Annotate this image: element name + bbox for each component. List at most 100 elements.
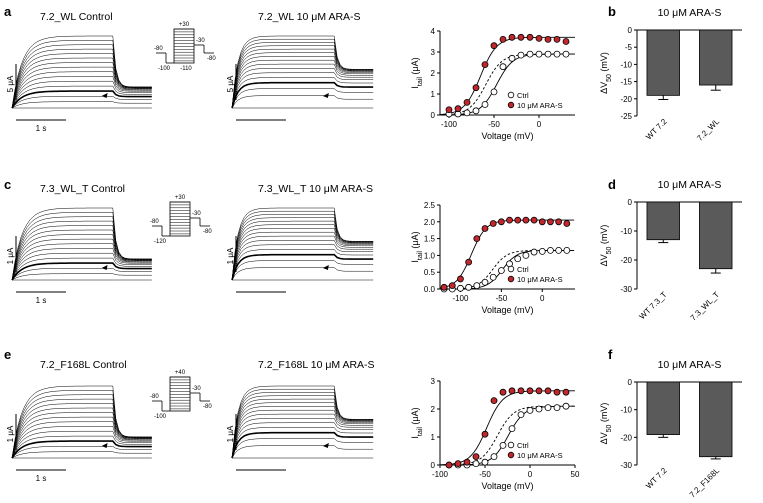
ctrl-point [499, 441, 507, 449]
legend-marker-ara-s [507, 275, 515, 283]
vertical-scale-label: 5 μA [226, 75, 235, 92]
y-tick-label: 0 [431, 461, 436, 470]
bar [646, 201, 680, 241]
y-tick-label: 4 [431, 27, 436, 36]
ctrl-point [463, 109, 471, 117]
ara-s-point [508, 387, 516, 395]
x-category-label: 7.3_WL_T [689, 290, 722, 323]
ctrl-point [517, 411, 525, 419]
current-trace [231, 235, 374, 281]
ctrl-point [530, 248, 538, 256]
y-tick-label: -25 [620, 112, 632, 121]
vertical-scale-label: 1 μA [6, 247, 15, 264]
ctrl-point [497, 267, 505, 274]
x-axis-label: Voltage (mV) [481, 481, 533, 491]
current-trace [11, 435, 152, 459]
chart-title: 10 μM ARA-S [658, 359, 722, 371]
arrowhead-icon [101, 443, 108, 448]
current-trace [231, 427, 374, 459]
current-traces-control-2: 1 μA 1 s [6, 207, 152, 305]
x-category-label: WT 7.2 [644, 466, 669, 491]
current-trace [11, 66, 152, 109]
y-tick-label: 3 [431, 377, 436, 386]
y-tick-label: -10 [620, 406, 632, 415]
x-category-label: 7.2_F168L [688, 466, 722, 500]
ctrl-point [526, 406, 534, 414]
ara-s-point [506, 216, 513, 224]
arrowhead-icon [322, 265, 329, 270]
current-trace [231, 267, 374, 281]
panel-label-e: e [4, 347, 11, 362]
voltage-protocol-1: +30 -80 -30 -80 -100 -110 [154, 22, 216, 72]
protocol-label: -100 [158, 66, 171, 72]
current-trace [11, 96, 152, 109]
ara-s-point [562, 38, 570, 45]
current-traces-control-3: 1 μA 1 s [6, 385, 152, 483]
treated-title-3: 7.2_F168L 10 μM ARA-S [258, 359, 375, 371]
ara-s-point [563, 220, 571, 227]
bar [699, 381, 733, 458]
current-trace [231, 260, 374, 281]
y-tick-label: -30 [620, 461, 632, 470]
fit-curve-scaled-ctrl [439, 53, 575, 116]
ara-s-point [555, 218, 563, 226]
y-axis-label: Itail (μA) [410, 407, 424, 438]
vertical-scale-label: 1 μA [226, 425, 235, 442]
bar [699, 201, 733, 270]
x-tick-label: 0 [528, 470, 533, 479]
ctrl-point [535, 405, 543, 413]
ctrl-point [489, 273, 497, 281]
tail-current-chart-1: 0 1 2 3 4 -100 -50 0 Voltage (mV) Itail (μA) Ctrl1… [410, 27, 575, 141]
y-tick-label: -15 [620, 78, 632, 87]
y-axis-label: Itail (μA) [410, 231, 424, 262]
current-trace [231, 217, 374, 281]
control-title-1: 7.2_WL Control [40, 11, 113, 23]
control-title-3: 7.2_F168L Control [40, 359, 127, 371]
ctrl-point [553, 50, 561, 58]
tail-current-chart-3: 0 1 2 3 -100 -50 0 50 Voltage (mV) Itail (μA) Ctrl… [410, 377, 580, 491]
delta-v50-bar-chart-2: 10 μM ARA-S 0 -10 -20 -30 ΔV50 (mV) WT 7.3_T 7.… [599, 179, 742, 323]
legend-label-ara-s: 10 μM ARA-S [517, 101, 563, 110]
current-trace [231, 52, 374, 109]
horizontal-scale-label: 1 s [36, 474, 47, 483]
ara-s-point [553, 388, 561, 396]
current-trace [11, 440, 152, 459]
ara-s-point [522, 216, 530, 224]
protocol-label: -100 [154, 414, 167, 420]
current-trace [231, 402, 374, 459]
current-trace [11, 252, 152, 281]
ara-s-point [472, 84, 480, 92]
y-tick-label: -30 [620, 285, 632, 294]
protocol-label: -80 [203, 229, 212, 235]
current-trace [11, 257, 152, 281]
current-trace [231, 38, 374, 109]
current-trace [11, 268, 152, 281]
treated-title-1: 7.2_WL 10 μM ARA-S [258, 11, 361, 23]
ara-s-point [457, 275, 464, 283]
current-trace [11, 273, 152, 281]
current-trace [231, 422, 374, 459]
y-axis-label: ΔV50 (mV) [599, 225, 613, 267]
current-trace [11, 101, 152, 109]
ctrl-point [563, 246, 571, 254]
row-1: a b 7.2_WL Control 7.2_WL 10 μM ARA-S 5 … [4, 4, 742, 143]
legend-marker-ara-s [507, 101, 515, 109]
ctrl-point [553, 404, 561, 412]
ara-s-point [497, 218, 505, 226]
current-trace [231, 48, 374, 109]
ctrl-point [499, 63, 507, 71]
y-tick-label: 2 [431, 69, 436, 78]
ara-s-point [490, 397, 498, 405]
current-trace [11, 85, 152, 109]
vertical-scale-label: 1 μA [226, 247, 235, 264]
arrowhead-icon [101, 93, 108, 98]
legend-label-ctrl: Ctrl [517, 441, 529, 450]
current-trace [11, 243, 152, 281]
horizontal-scale-label: 1 s [36, 296, 47, 305]
y-tick-label: 0 [431, 111, 436, 120]
ctrl-point [508, 54, 516, 62]
protocol-label: -120 [154, 239, 167, 245]
control-title-2: 7.3_WL_T Control [40, 183, 125, 195]
current-trace [231, 413, 374, 459]
ara-s-point [508, 33, 516, 41]
